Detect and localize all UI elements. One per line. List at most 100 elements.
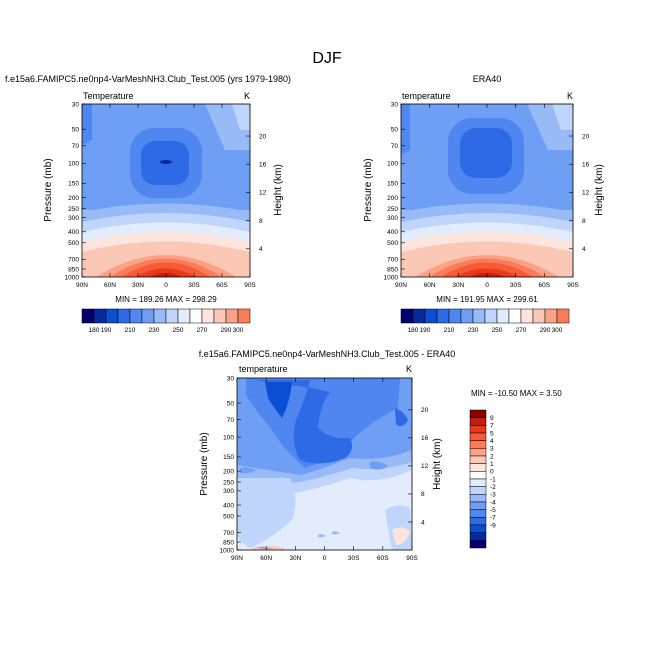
y-axis-label: Pressure (mb) <box>199 432 210 495</box>
colorbar-label: 230 <box>149 327 160 334</box>
x-tick-label: 60S <box>216 282 228 289</box>
x-tick-label: 30S <box>348 555 360 562</box>
y-tick-label: 700 <box>68 257 79 264</box>
x-tick-label: 30N <box>452 282 464 289</box>
y-tick-label: 850 <box>68 266 79 273</box>
x-tick-labels: 90N 60N 30N 0 30S 60S 90S <box>395 104 579 289</box>
colorbar-swatch <box>81 308 95 324</box>
height-tick-label: 4 <box>421 519 425 526</box>
colorbar-swatch <box>448 308 462 324</box>
x-tick-label: 90N <box>395 282 407 289</box>
panel-units: K <box>406 364 412 374</box>
y-tick-label: 70 <box>72 143 80 150</box>
colorbar-swatch <box>508 308 522 324</box>
colorbar-label: 180 <box>408 327 419 334</box>
panel-model: f.e15a6.FAMIPC5.ne0np4-VarMeshNH3.Club_T… <box>5 74 291 334</box>
colorbar-label: 270 <box>197 327 208 334</box>
y-tick-label: 50 <box>227 400 235 407</box>
colorbar-label: -5 <box>490 507 496 514</box>
colorbar-swatch <box>225 308 239 324</box>
height-tick-label: 16 <box>421 435 429 442</box>
y-tick-label: 200 <box>68 195 79 202</box>
y-tick-label: 850 <box>223 539 234 546</box>
colorbar-swatch <box>469 432 487 441</box>
colorbar-swatch <box>556 308 570 324</box>
y-tick-label: 700 <box>223 530 234 537</box>
height-tick-label: 20 <box>421 407 429 414</box>
colorbar-label: 7 <box>490 423 494 430</box>
height-tick-label: 4 <box>259 246 263 253</box>
stats-label: MIN = 189.26 MAX = 298.29 <box>115 295 217 304</box>
x-tick-label: 30N <box>289 555 301 562</box>
colorbar-label: 5 <box>490 430 494 437</box>
panel-title: ERA40 <box>473 74 502 84</box>
colorbar-swatch <box>237 308 251 324</box>
y-tick-label: 30 <box>391 101 399 108</box>
contour-field <box>401 104 573 277</box>
colorbar-swatch <box>141 308 155 324</box>
y-tick-label: 250 <box>223 479 234 486</box>
height-tick-label: 20 <box>582 133 590 140</box>
panel-difference: f.e15a6.FAMIPC5.ne0np4-VarMeshNH3.Club_T… <box>199 349 563 562</box>
colorbar-swatch <box>469 524 487 533</box>
colorbar-swatch <box>469 532 487 541</box>
y-tick-label: 850 <box>387 266 398 273</box>
colorbar-label: -7 <box>490 515 496 522</box>
y-axis-right-label: Height (km) <box>594 164 605 216</box>
height-tick-labels: 20 16 12 8 4 <box>569 133 590 253</box>
colorbar-swatch <box>520 308 534 324</box>
colorbar-swatch <box>153 308 167 324</box>
colorbar-swatch <box>400 308 414 324</box>
y-tick-label: 150 <box>387 181 398 188</box>
panel-title: f.e15a6.FAMIPC5.ne0np4-VarMeshNH3.Club_T… <box>199 349 455 359</box>
y-tick-label: 70 <box>391 143 399 150</box>
colorbar-label: 290 <box>540 327 551 334</box>
colorbar-label: 1 <box>490 461 494 468</box>
x-tick-label: 90S <box>406 555 418 562</box>
y-axis-label: Pressure (mb) <box>363 158 374 221</box>
y-tick-label: 300 <box>223 488 234 495</box>
height-tick-label: 12 <box>259 190 267 197</box>
x-tick-label: 0 <box>323 555 327 562</box>
height-tick-label: 8 <box>259 218 263 225</box>
colorbar-label: 9 <box>490 415 494 422</box>
y-tick-label: 150 <box>223 454 234 461</box>
colorbar-swatch <box>117 308 131 324</box>
x-tick-labels: 90N 60N 30N 0 30S 60S 90S <box>76 104 256 289</box>
colorbar-swatch <box>469 501 487 510</box>
y-tick-label: 50 <box>72 127 80 134</box>
panel-title: f.e15a6.FAMIPC5.ne0np4-VarMeshNH3.Club_T… <box>5 74 291 84</box>
colorbar-swatch <box>469 409 487 418</box>
height-tick-label: 16 <box>582 162 590 169</box>
height-tick-label: 8 <box>421 491 425 498</box>
height-tick-label: 12 <box>582 190 590 197</box>
x-tick-label: 30N <box>132 282 144 289</box>
colorbar-label: -4 <box>490 499 496 506</box>
colorbar-swatch <box>177 308 191 324</box>
y-tick-label: 200 <box>223 468 234 475</box>
colorbar-label: 0 <box>490 469 494 476</box>
colorbar-label: -2 <box>490 484 496 491</box>
y-tick-label: 400 <box>387 229 398 236</box>
y-tick-label: 100 <box>387 161 398 168</box>
height-tick-label: 12 <box>421 463 429 470</box>
colorbar-swatch <box>469 540 487 549</box>
colorbar-swatch <box>469 509 487 518</box>
colorbar-swatch <box>165 308 179 324</box>
colorbar-label: 3 <box>490 446 494 453</box>
page-title: DJF <box>312 50 342 67</box>
y-tick-label: 1000 <box>220 547 235 554</box>
colorbar-label: 210 <box>125 327 136 334</box>
y-tick-label: 1000 <box>65 274 80 281</box>
colorbar-swatch <box>469 417 487 426</box>
colorbar-swatch <box>496 308 510 324</box>
x-tick-label: 30S <box>188 282 200 289</box>
colorbar-swatch <box>424 308 438 324</box>
colorbar-label: -1 <box>490 476 496 483</box>
colorbar-swatch <box>544 308 558 324</box>
colorbar-label: 250 <box>173 327 184 334</box>
colorbar: 180 190 210 230 250 270 290 300 <box>400 308 570 334</box>
